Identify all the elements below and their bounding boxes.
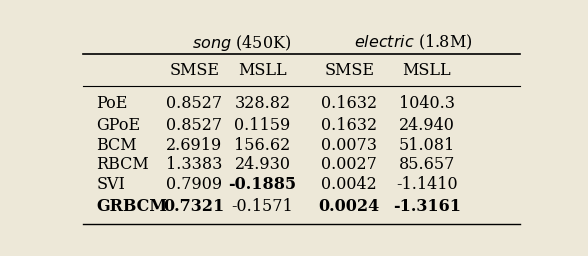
Text: 0.0024: 0.0024 xyxy=(319,198,380,215)
Text: -0.1571: -0.1571 xyxy=(232,198,293,215)
Text: 2.6919: 2.6919 xyxy=(166,136,222,154)
Text: 0.7909: 0.7909 xyxy=(166,176,222,193)
Text: 51.081: 51.081 xyxy=(399,136,455,154)
Text: 0.0073: 0.0073 xyxy=(321,136,377,154)
Text: GRBCM: GRBCM xyxy=(96,198,167,215)
Text: 1.3383: 1.3383 xyxy=(166,156,222,173)
Text: 0.0027: 0.0027 xyxy=(321,156,377,173)
Text: 0.1159: 0.1159 xyxy=(235,117,290,134)
Text: RBCM: RBCM xyxy=(96,156,149,173)
Text: SMSE: SMSE xyxy=(169,62,219,79)
Text: 156.62: 156.62 xyxy=(235,136,290,154)
Text: 0.8527: 0.8527 xyxy=(166,117,222,134)
Text: SMSE: SMSE xyxy=(324,62,374,79)
Text: 0.1632: 0.1632 xyxy=(321,95,377,112)
Text: MSLL: MSLL xyxy=(402,62,451,79)
Text: $\mathit{song}$ (450K): $\mathit{song}$ (450K) xyxy=(192,33,292,52)
Text: SVI: SVI xyxy=(96,176,125,193)
Text: GPoE: GPoE xyxy=(96,117,141,134)
Text: 328.82: 328.82 xyxy=(235,95,290,112)
Text: 24.930: 24.930 xyxy=(235,156,290,173)
Text: 1040.3: 1040.3 xyxy=(399,95,455,112)
Text: BCM: BCM xyxy=(96,136,137,154)
Text: MSLL: MSLL xyxy=(238,62,287,79)
Text: $\mathit{electric}$ (1.8M): $\mathit{electric}$ (1.8M) xyxy=(354,33,472,52)
Text: -1.3161: -1.3161 xyxy=(393,198,460,215)
Text: -0.1885: -0.1885 xyxy=(229,176,297,193)
Text: 0.0042: 0.0042 xyxy=(321,176,377,193)
Text: -1.1410: -1.1410 xyxy=(396,176,457,193)
Text: PoE: PoE xyxy=(96,95,128,112)
Text: 0.8527: 0.8527 xyxy=(166,95,222,112)
Text: 0.7321: 0.7321 xyxy=(163,198,225,215)
Text: 24.940: 24.940 xyxy=(399,117,455,134)
Text: 85.657: 85.657 xyxy=(399,156,455,173)
Text: 0.1632: 0.1632 xyxy=(321,117,377,134)
